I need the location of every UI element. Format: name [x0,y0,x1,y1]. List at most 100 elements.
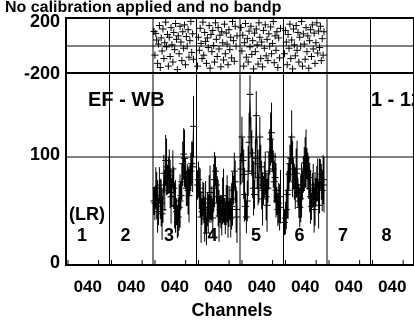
phase-point [202,59,210,67]
phase-point [207,31,215,38]
amplitude-point [248,149,256,157]
x-tick-label: 040 [291,277,319,296]
phase-point [285,44,293,52]
phase-point [243,35,251,43]
phase-point [275,34,283,42]
amplitude-point [318,186,326,194]
phase-point [298,17,306,25]
phase-point [155,22,163,30]
phase-point [208,48,216,56]
phase-point [213,53,221,60]
phase-point [157,34,165,42]
baseline-label: 3 [164,225,174,245]
baseline-label: 4 [207,225,217,245]
phase-point [204,44,212,52]
amplitude-point [310,206,318,214]
x-tick-label: 040 [161,277,189,296]
phase-point [298,62,306,70]
phase-point [274,64,282,71]
amplitude-ytick-0: 0 [50,252,60,272]
phase-point [305,64,313,72]
phase-point [181,21,189,29]
phase-point [273,28,281,36]
phase-point [172,35,180,43]
amplitude-point [252,112,260,120]
amplitude-point [233,213,241,221]
phase-point [316,22,324,30]
phase-point [242,53,250,61]
amplitude-point [246,90,254,98]
amplitude-point [244,167,252,175]
phase-point [233,32,241,40]
amplitude-point [174,213,182,221]
phase-point [263,35,271,43]
amplitude-point [296,203,304,211]
amplitude-point [158,210,166,218]
phase-point [315,27,323,35]
phase-point [162,18,170,26]
amplitude-point [247,133,255,141]
phase-point [202,37,210,45]
phase-point [170,28,178,36]
phase-point [245,27,253,35]
x-tick-label: 040 [378,277,406,296]
phase-point [211,58,219,66]
phase-point [165,33,173,41]
phase-point [172,20,180,27]
phase-point [247,22,255,30]
phase-point [264,57,272,65]
amplitude-point [239,156,247,164]
amplitude-point [195,184,203,192]
phase-point [229,37,237,45]
baseline-label: 7 [338,225,348,245]
amplitude-point [152,184,160,192]
phase-point [261,21,269,29]
phase-point [260,44,268,52]
amplitude-point [228,202,236,210]
phase-point [316,44,324,52]
phase-point [284,31,292,38]
phase-point [249,37,257,45]
amplitude-point [184,186,192,194]
amplitude-point [315,201,323,209]
phase-point [283,61,291,69]
phase-point [318,35,326,43]
phase-point [196,24,204,32]
phase-point [297,42,305,50]
phase-point [225,26,233,34]
phase-point [199,18,207,26]
phase-point [209,26,217,34]
amplitude-point [231,178,239,186]
phase-point [294,28,302,36]
phase-point [226,46,234,54]
phase-point [154,59,162,67]
phase-point [219,39,227,47]
phase-point [309,45,317,53]
phase-point [287,55,295,63]
phase-point [241,20,249,27]
amplitude-point [267,135,275,143]
phase-point [308,21,316,29]
subplot-range-label: 1 - 12 [371,89,414,111]
phase-point [238,47,246,55]
phase-point [220,20,228,28]
phase-point [176,22,184,30]
amplitude-point [238,133,246,141]
phase-point [175,50,183,58]
phase-point [267,23,275,31]
phase-point [201,28,209,36]
phase-point [292,22,300,30]
phase-point [182,33,190,41]
phase-point [188,48,196,56]
phase-point [154,40,162,48]
x-tick-label: 040 [204,277,232,296]
phase-point [259,26,267,34]
phase-ytick-200: 200 [30,11,60,31]
phase-point [303,48,311,56]
amplitude-point [319,176,327,184]
phase-point [312,39,320,47]
phase-point [265,30,273,38]
amplitude-point [276,203,284,211]
amplitude-point [264,184,272,192]
